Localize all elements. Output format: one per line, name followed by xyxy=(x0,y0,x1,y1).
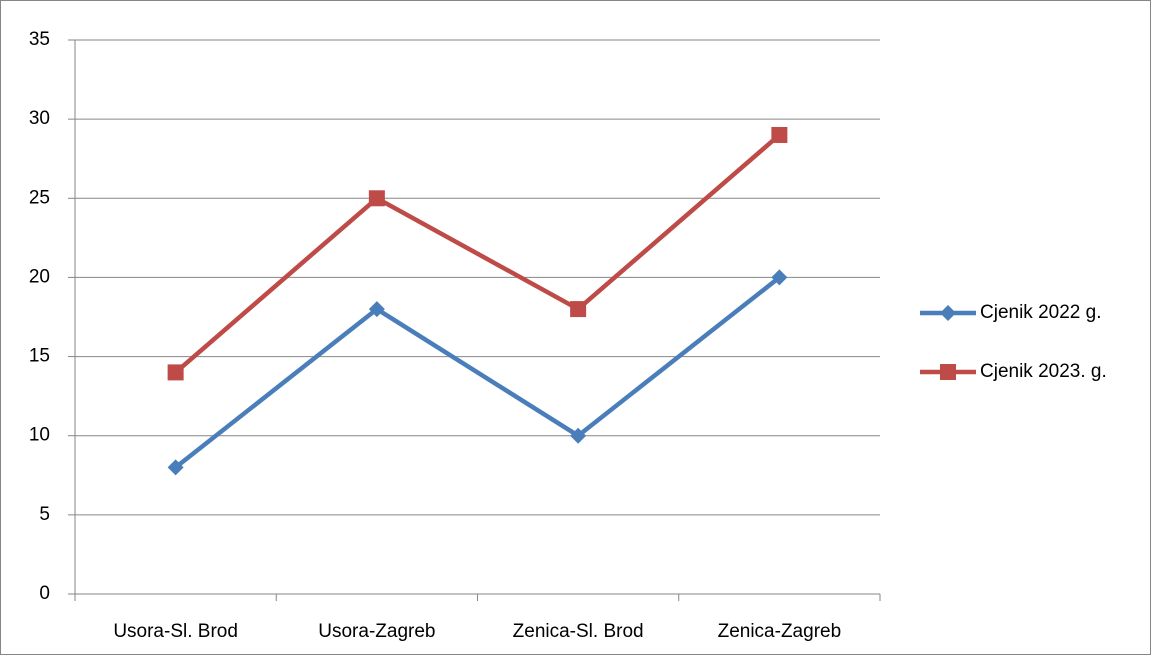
marker xyxy=(368,190,385,207)
x-tick-label: Usora-Sl. Brod xyxy=(113,621,238,642)
legend-label: Cjenik 2023. g. xyxy=(980,361,1107,382)
marker xyxy=(771,269,788,286)
y-tick-label: 35 xyxy=(29,29,50,50)
marker xyxy=(167,364,184,381)
marker xyxy=(368,301,385,318)
legend-label: Cjenik 2022 g. xyxy=(980,302,1101,323)
series-line xyxy=(174,275,781,470)
y-tick-label: 5 xyxy=(39,504,50,525)
y-tick-label: 30 xyxy=(29,108,50,129)
y-tick-label: 0 xyxy=(39,583,50,604)
marker xyxy=(167,459,184,476)
y-tick-label: 25 xyxy=(29,187,50,208)
series-line xyxy=(174,133,781,375)
marker xyxy=(940,364,956,380)
y-tick-label: 10 xyxy=(29,425,50,446)
x-tick-label: Zenica-Zagreb xyxy=(718,621,842,642)
marker xyxy=(570,301,587,318)
y-tick-label: 20 xyxy=(29,266,50,287)
x-tick-label: Usora-Zagreb xyxy=(318,621,435,642)
y-tick-label: 15 xyxy=(29,346,50,367)
marker xyxy=(570,427,587,444)
x-tick-label: Zenica-Sl. Brod xyxy=(513,621,644,642)
marker xyxy=(771,126,788,143)
marker xyxy=(940,305,956,321)
